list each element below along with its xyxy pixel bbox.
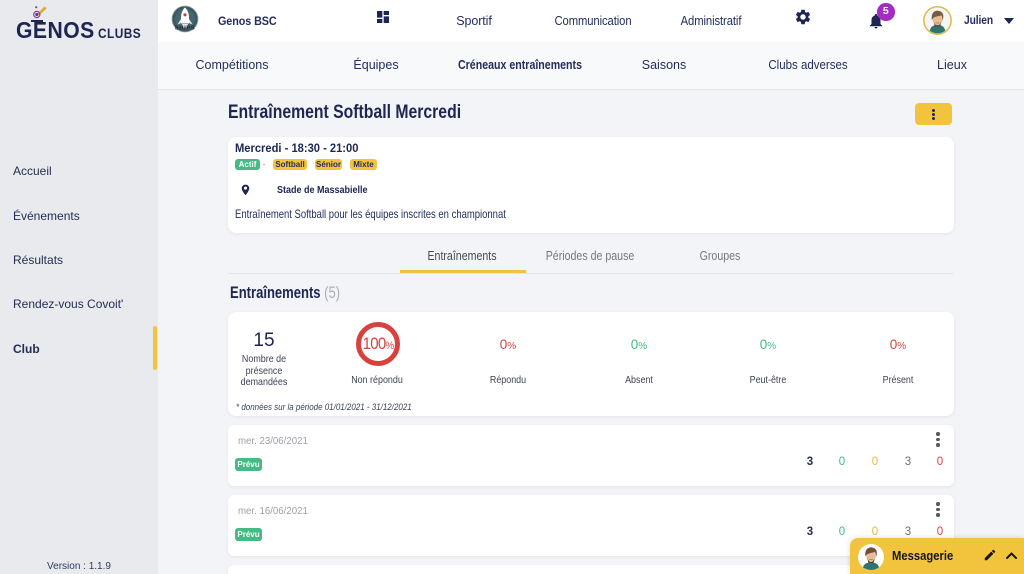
svg-text:SHIPS: SHIPS	[175, 26, 195, 32]
